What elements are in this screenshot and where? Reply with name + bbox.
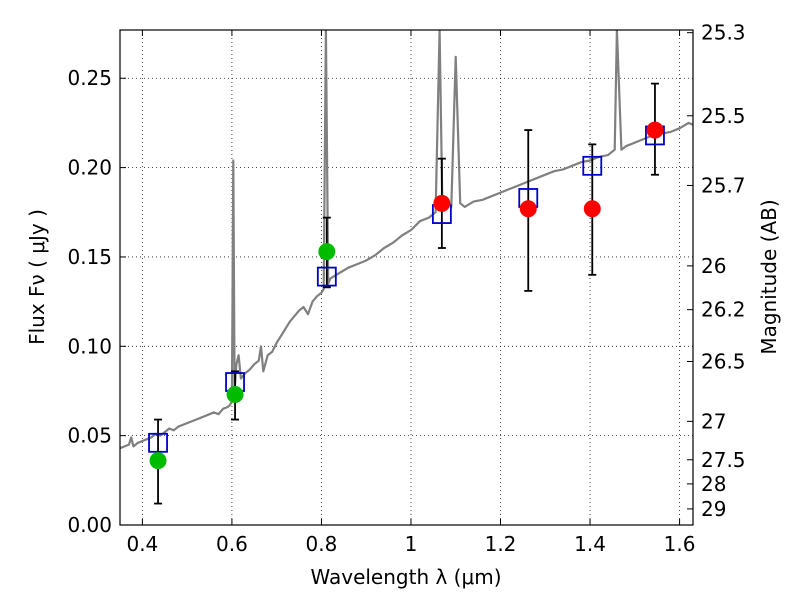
model-box: [316, 266, 337, 287]
magnitude-tick-label: 25.3: [701, 21, 746, 45]
y-tick-label: 0.25: [67, 66, 112, 90]
y-tick-labels: 0.00 0.05 0.10 0.15 0.20 0.25: [67, 66, 112, 537]
observed-point: [226, 386, 244, 404]
magnitude-tick-label: 25.5: [701, 104, 746, 128]
magnitude-tick-label: 27.5: [701, 448, 746, 472]
x-axis-label: Wavelength λ (μm): [310, 565, 501, 589]
plot-frame: [119, 29, 694, 526]
x-tick-label: 0.8: [306, 532, 338, 556]
magnitude-tick-label: 29: [701, 497, 726, 521]
magnitude-tick-label: 26.2: [701, 298, 746, 322]
observed-point: [318, 243, 336, 261]
x-tick-label: 1.2: [485, 532, 517, 556]
magnitude-tick-label: 26: [701, 254, 726, 278]
observed-point: [583, 200, 601, 218]
y-tick-label: 0.05: [67, 424, 112, 448]
y-axis-label: Flux Fν ( μJy ): [25, 209, 49, 345]
observed-point: [519, 200, 537, 218]
observed-point: [149, 452, 167, 470]
model-boxes: [148, 125, 665, 453]
x-tick-label: 1.6: [664, 532, 696, 556]
y-tick-label: 0.10: [67, 334, 112, 358]
x-tick-label: 1.4: [574, 532, 606, 556]
magnitude-tick-label: 27: [701, 409, 726, 433]
magnitude-tick-label: 28: [701, 472, 726, 496]
spectrum-line: [120, 30, 693, 450]
y-tick-label: 0.20: [67, 156, 112, 180]
right-axis-label: Magnitude (AB): [757, 199, 781, 354]
y-tick-label: 0.00: [67, 513, 112, 537]
model-box: [582, 155, 603, 176]
x-tick-label: 1: [405, 532, 418, 556]
error-bars: [154, 82, 659, 505]
observed-point: [433, 194, 451, 212]
y-tick-label: 0.15: [67, 245, 112, 269]
x-tick-label: 0.4: [126, 532, 158, 556]
grid: [120, 30, 693, 526]
model-box: [148, 432, 168, 453]
observed-points: [149, 121, 664, 470]
magnitude-tick-label: 26.5: [701, 349, 746, 373]
observed-point: [646, 121, 664, 139]
ticks: [120, 30, 693, 526]
spectrum-series: [120, 30, 693, 450]
x-tick-label: 0.6: [216, 532, 248, 556]
x-tick-labels: 0.4 0.6 0.8 1 1.2 1.4 1.6: [126, 532, 695, 556]
magnitude-tick-label: 25.7: [701, 173, 746, 197]
